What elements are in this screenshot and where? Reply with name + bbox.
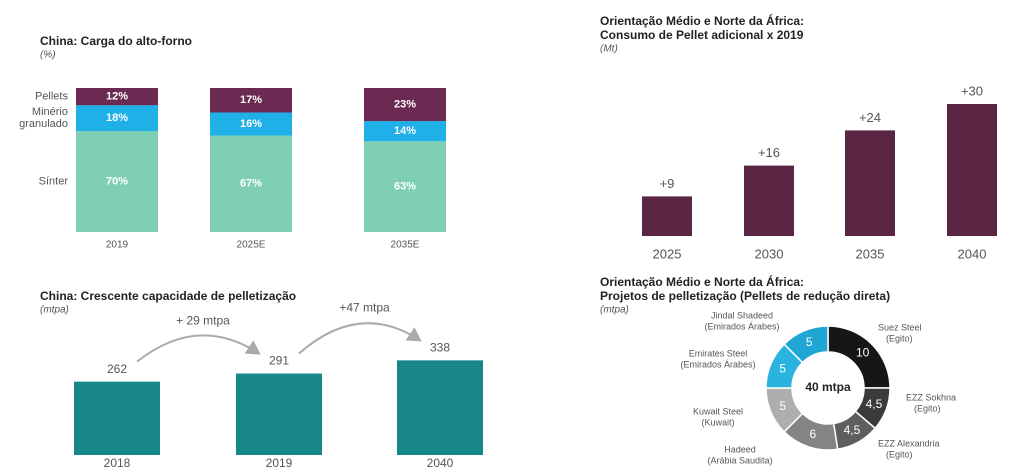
annotation: +47 mtpa: [339, 301, 390, 315]
value-label: 67%: [240, 178, 262, 190]
bar: [236, 373, 322, 455]
bar: [397, 360, 483, 455]
category-label: Hadeed: [724, 444, 756, 454]
value-label: 16%: [240, 118, 262, 130]
x-tick-label: 2035E: [391, 240, 420, 251]
value-label: 14%: [394, 125, 416, 137]
category-region: (Kuwait): [701, 417, 734, 427]
value-label: +24: [859, 110, 881, 125]
category-label: EZZ Alexandria: [878, 438, 940, 448]
annotation-arrow: [298, 322, 422, 355]
bar: [744, 165, 794, 236]
x-tick-label: 2018: [104, 456, 131, 470]
center-label: 40 mtpa: [805, 380, 851, 394]
chart-subtitle: (mtpa): [600, 305, 629, 316]
bar: [74, 381, 160, 455]
legend-label: granulado: [19, 118, 68, 130]
legend-label: Pellets: [35, 91, 69, 103]
annotation: + 29 mtpa: [176, 314, 230, 328]
value-label: 262: [107, 362, 127, 376]
x-tick-label: 2030: [755, 246, 784, 261]
bar: [947, 104, 997, 236]
value-label: 18%: [106, 112, 128, 124]
category-label: Kuwait Steel: [693, 406, 743, 416]
value-label: +30: [961, 83, 983, 98]
chart-subtitle: (%): [40, 50, 56, 61]
category-region: (Egito): [914, 403, 941, 413]
bar-segment: [364, 121, 446, 142]
donut-segment: [783, 325, 829, 364]
category-label: EZZ Sokhna: [906, 392, 956, 402]
x-tick-label: 2025: [653, 246, 682, 261]
chart-subtitle: (Mt): [600, 44, 618, 55]
category-region: (Egito): [886, 333, 913, 343]
category-region: (Emirados Árabes): [704, 321, 779, 331]
value-label: 291: [269, 354, 289, 368]
bar: [845, 130, 895, 236]
value-label: +9: [660, 176, 675, 191]
bar-segment: [210, 112, 292, 136]
value-label: 5: [779, 399, 786, 413]
value-label: 338: [430, 341, 450, 355]
legend-label: Minério: [32, 106, 68, 118]
chart-title: Orientação Médio e Norte da África:: [600, 274, 804, 289]
chart-title: Orientação Médio e Norte da África:: [600, 13, 804, 28]
value-label: +16: [758, 145, 780, 160]
legend-label: Sínter: [39, 176, 69, 188]
category-label: Suez Steel: [878, 322, 922, 332]
value-label: 5: [806, 335, 813, 349]
value-label: 12%: [106, 91, 128, 103]
value-label: 4,5: [866, 397, 883, 411]
chart-title: Consumo de Pellet adicional x 2019: [600, 28, 804, 42]
bar-segment: [76, 105, 158, 132]
value-label: 4,5: [844, 423, 861, 437]
chart-title: China: Crescente capacidade de pelletiza…: [40, 289, 296, 303]
x-tick-label: 2025E: [237, 240, 266, 251]
value-label: 17%: [240, 94, 262, 106]
x-tick-label: 2019: [106, 240, 129, 251]
value-label: 5: [779, 361, 786, 375]
chart-title: Projetos de pelletização (Pellets de red…: [600, 289, 890, 303]
bar-segment: [210, 88, 292, 113]
chart-title: China: Carga do alto-forno: [40, 34, 192, 48]
x-tick-label: 2040: [958, 246, 987, 261]
value-label: 23%: [394, 98, 416, 110]
value-label: 10: [856, 346, 870, 360]
bar: [642, 196, 692, 236]
annotation-arrow: [136, 334, 261, 363]
category-region: (Egito): [886, 449, 913, 459]
category-region: (Emirados Árabes): [680, 359, 755, 369]
bar-segment: [364, 88, 446, 122]
value-label: 70%: [106, 176, 128, 188]
bar-segment: [76, 131, 158, 232]
category-label: Jindal Shadeed: [711, 310, 773, 320]
category-region: (Arábia Saudita): [707, 455, 772, 465]
bar-segment: [76, 88, 158, 106]
value-label: 6: [810, 427, 817, 441]
value-label: 63%: [394, 181, 416, 193]
category-label: Emirates Steel: [689, 348, 748, 358]
x-tick-label: 2019: [266, 456, 293, 470]
bar-segment: [364, 141, 446, 232]
bar-segment: [210, 135, 292, 232]
chart-subtitle: (mtpa): [40, 305, 69, 316]
x-tick-label: 2040: [427, 456, 454, 470]
x-tick-label: 2035: [856, 246, 885, 261]
